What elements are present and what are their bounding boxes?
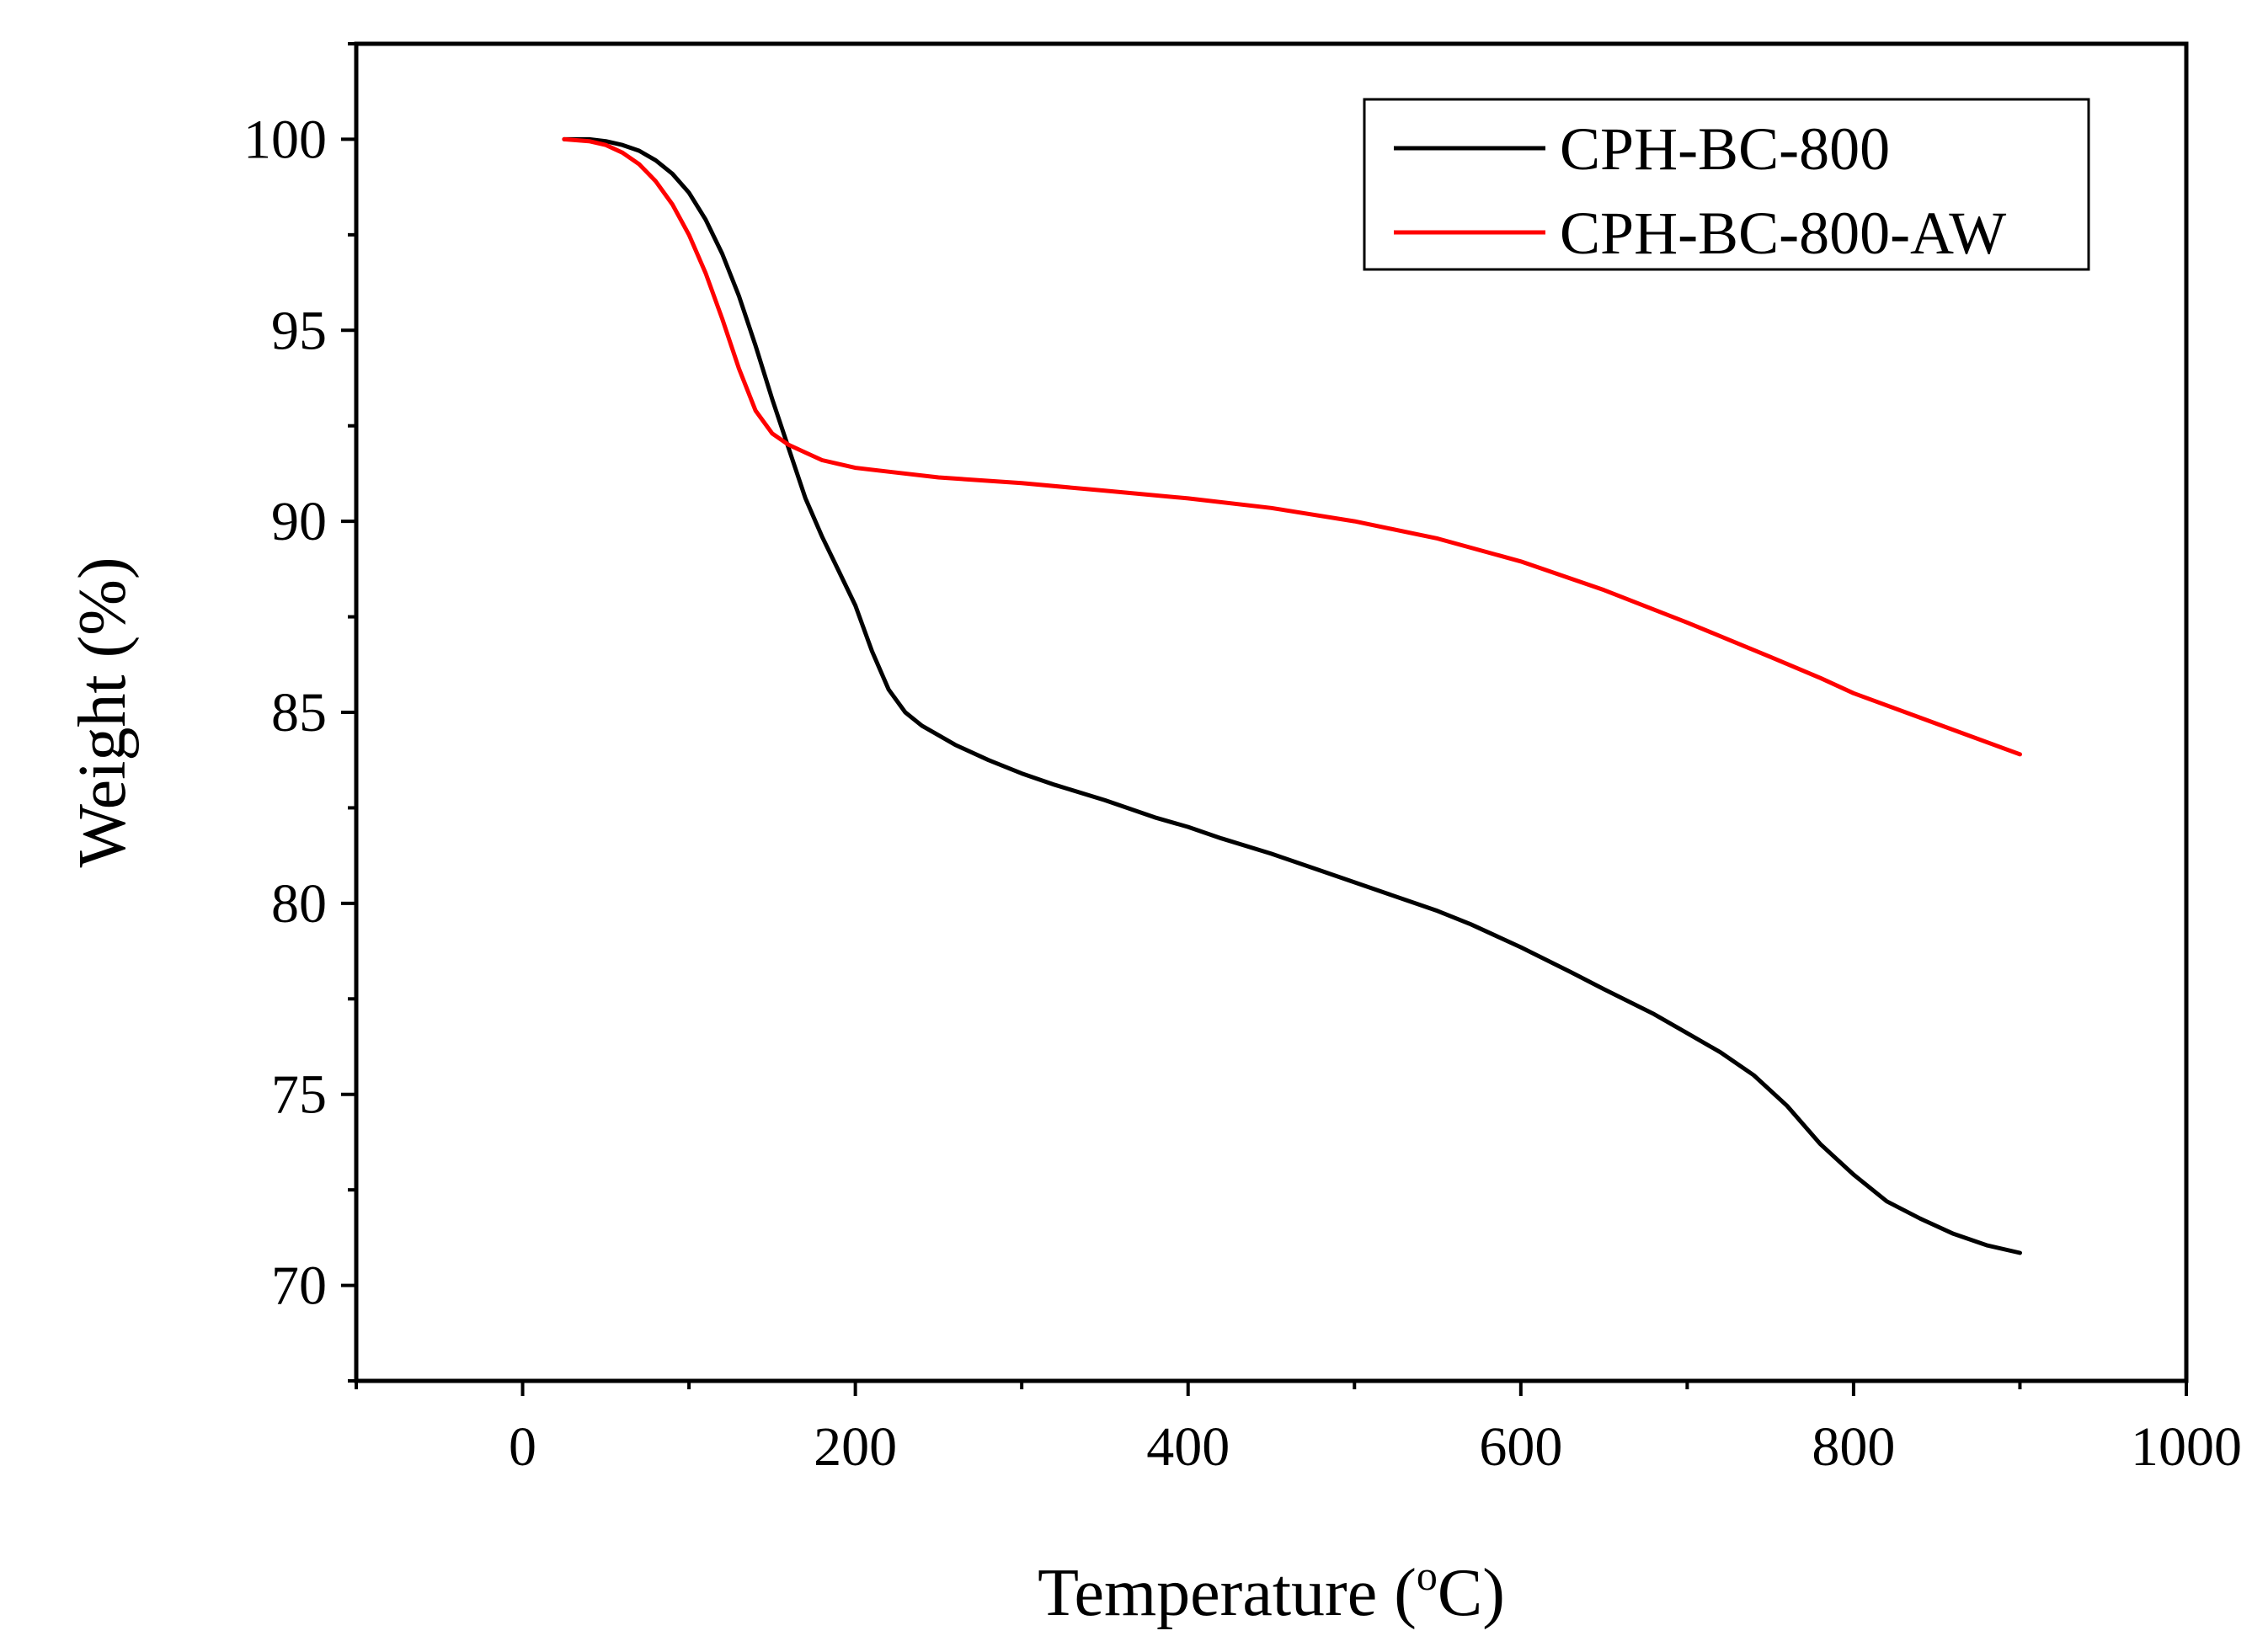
y-tick-label: 80 xyxy=(271,873,327,935)
y-tick-label: 95 xyxy=(271,300,327,361)
series-line-cph-bc-800 xyxy=(562,136,2022,1255)
y-tick-label: 100 xyxy=(243,109,327,170)
x-tick-label: 0 xyxy=(509,1416,536,1478)
y-tick-label: 70 xyxy=(271,1255,327,1317)
legend-box xyxy=(1363,98,2090,271)
y-axis-title: Weight (%) xyxy=(66,557,140,868)
x-tick-label: 800 xyxy=(1812,1416,1895,1478)
y-tick-label: 75 xyxy=(271,1064,327,1126)
legend: CPH-BC-800 CPH-BC-800-AW xyxy=(1363,98,2090,271)
legend-label-cph-bc-800: CPH-BC-800 xyxy=(1560,115,1890,183)
x-tick-label: 400 xyxy=(1146,1416,1230,1478)
y-tick-label: 90 xyxy=(271,491,327,552)
y-tick-label: 85 xyxy=(271,682,327,743)
x-tick-label: 1000 xyxy=(2131,1416,2242,1478)
x-tick-label: 200 xyxy=(814,1416,897,1478)
series-line-cph-bc-800-aw xyxy=(562,136,2022,757)
series-layer xyxy=(562,136,2022,1255)
x-tick-label: 600 xyxy=(1479,1416,1562,1478)
plot-frame xyxy=(354,41,2189,1383)
x-axis-title: Temperature (oC) xyxy=(1038,1552,1505,1630)
tick-labels: 0 200 400 600 800 1000 70 75 80 85 90 95 100 xyxy=(243,109,2242,1478)
legend-label-cph-bc-800-aw: CPH-BC-800-AW xyxy=(1560,200,2006,267)
